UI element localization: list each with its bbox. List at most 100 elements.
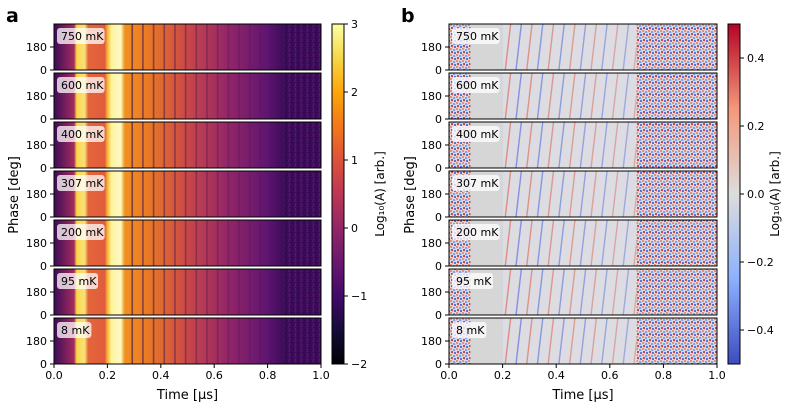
fringe-line bbox=[248, 269, 251, 315]
label-box bbox=[452, 224, 500, 240]
low-signal-region bbox=[502, 73, 637, 119]
x-tick-label: 1.0 bbox=[312, 369, 330, 382]
fringe-line bbox=[526, 72, 533, 120]
fringe-line bbox=[601, 121, 608, 169]
fringe-line bbox=[504, 268, 512, 316]
fringe-line bbox=[579, 121, 587, 169]
fringe-line bbox=[174, 318, 176, 364]
y-tick-label: 180 bbox=[421, 41, 442, 54]
fringe-line bbox=[152, 122, 155, 168]
subplot-label: 600 mK bbox=[61, 79, 104, 92]
fringe-line bbox=[526, 317, 533, 365]
y-tick-label: 180 bbox=[421, 188, 442, 201]
fringe-line bbox=[611, 121, 619, 169]
colorbar bbox=[331, 23, 345, 365]
fringe-line bbox=[163, 318, 166, 364]
fringe-line bbox=[152, 171, 155, 217]
fringe-line bbox=[131, 73, 134, 119]
subplot-row: 400 mK 0 180 bbox=[421, 121, 718, 175]
label-box bbox=[452, 126, 500, 142]
fringe-line bbox=[270, 24, 272, 70]
panel-label: a bbox=[6, 5, 19, 27]
fringe-line bbox=[195, 73, 198, 119]
label-box bbox=[452, 175, 500, 191]
fringe-line bbox=[568, 170, 576, 218]
y-tick-label: 0 bbox=[40, 358, 47, 371]
subplot-row: 200 mK 0 180 bbox=[26, 219, 322, 273]
fringe-line bbox=[259, 122, 262, 168]
fringe-line bbox=[590, 268, 598, 316]
fringe-line bbox=[195, 122, 198, 168]
y-tick-label: 0 bbox=[435, 358, 442, 371]
fringe-line bbox=[611, 219, 619, 267]
fringe-line bbox=[536, 317, 544, 365]
fringe-line bbox=[216, 73, 219, 119]
fringe-line bbox=[152, 318, 155, 364]
fringe-line bbox=[238, 318, 240, 364]
noise-region bbox=[636, 318, 717, 364]
fringe-line bbox=[558, 317, 565, 365]
fringe-line bbox=[558, 72, 565, 120]
fringe-line bbox=[259, 171, 262, 217]
label-box bbox=[57, 77, 105, 93]
subplot-label: 750 mK bbox=[456, 30, 499, 43]
fringe-line bbox=[206, 269, 208, 315]
fringe-line bbox=[142, 171, 144, 217]
fringe-line bbox=[227, 220, 230, 266]
noise-region bbox=[283, 73, 321, 119]
noise-region bbox=[636, 269, 717, 315]
y-tick-label: 180 bbox=[421, 139, 442, 152]
y-tick-label: 180 bbox=[26, 188, 47, 201]
fringe-line bbox=[536, 268, 544, 316]
heatmap-fill bbox=[54, 269, 321, 315]
fringe-line bbox=[238, 269, 240, 315]
y-tick-label: 0 bbox=[435, 113, 442, 126]
fringe-line bbox=[536, 219, 544, 267]
fringe-line bbox=[259, 24, 262, 70]
fringe-line bbox=[515, 317, 523, 365]
fringe-line bbox=[259, 318, 262, 364]
fringe-line bbox=[184, 171, 187, 217]
fringe-line bbox=[174, 269, 176, 315]
subplot-label: 400 mK bbox=[61, 128, 104, 141]
fringe-line bbox=[206, 220, 208, 266]
fringe-line bbox=[515, 121, 523, 169]
fringe-line bbox=[547, 268, 555, 316]
fringe-line bbox=[131, 318, 134, 364]
subplot-row: 600 mK 0 180 bbox=[26, 72, 322, 126]
subplot-row: 200 mK 0 180 bbox=[421, 219, 718, 273]
x-tick-label: 0.0 bbox=[440, 369, 458, 382]
subplot-row: 8 mK 0 180 bbox=[26, 317, 322, 371]
fringe-line bbox=[238, 171, 240, 217]
fringe-line bbox=[238, 24, 240, 70]
label-box bbox=[452, 322, 487, 338]
noise-region bbox=[636, 220, 717, 266]
fringe-line bbox=[526, 268, 533, 316]
fringe-line bbox=[504, 23, 512, 71]
fringe-line bbox=[622, 23, 630, 71]
noise-region bbox=[283, 24, 321, 70]
fringe-line bbox=[601, 219, 608, 267]
low-signal-region bbox=[502, 171, 637, 217]
fringe-line bbox=[611, 317, 619, 365]
fringe-line bbox=[227, 24, 230, 70]
fringe-line bbox=[579, 23, 587, 71]
x-tick-label: 0.6 bbox=[205, 369, 223, 382]
fringe-line bbox=[142, 318, 144, 364]
label-box bbox=[57, 28, 105, 44]
fringe-line bbox=[195, 220, 198, 266]
fringe-line bbox=[163, 171, 166, 217]
low-signal-region bbox=[502, 318, 637, 364]
fringe-line bbox=[227, 318, 230, 364]
y-tick-label: 0 bbox=[40, 309, 47, 322]
fringe-line bbox=[184, 220, 187, 266]
colorbar-tick-label: −0.4 bbox=[747, 324, 774, 337]
fringe-line bbox=[206, 73, 208, 119]
fringe-line bbox=[270, 269, 272, 315]
fringe-line bbox=[558, 121, 565, 169]
fringe-line bbox=[590, 121, 598, 169]
subplot-row: 307 mK 0 180 bbox=[421, 170, 718, 224]
label-box bbox=[57, 273, 98, 289]
noise-region bbox=[636, 73, 717, 119]
fringe-line bbox=[216, 122, 219, 168]
